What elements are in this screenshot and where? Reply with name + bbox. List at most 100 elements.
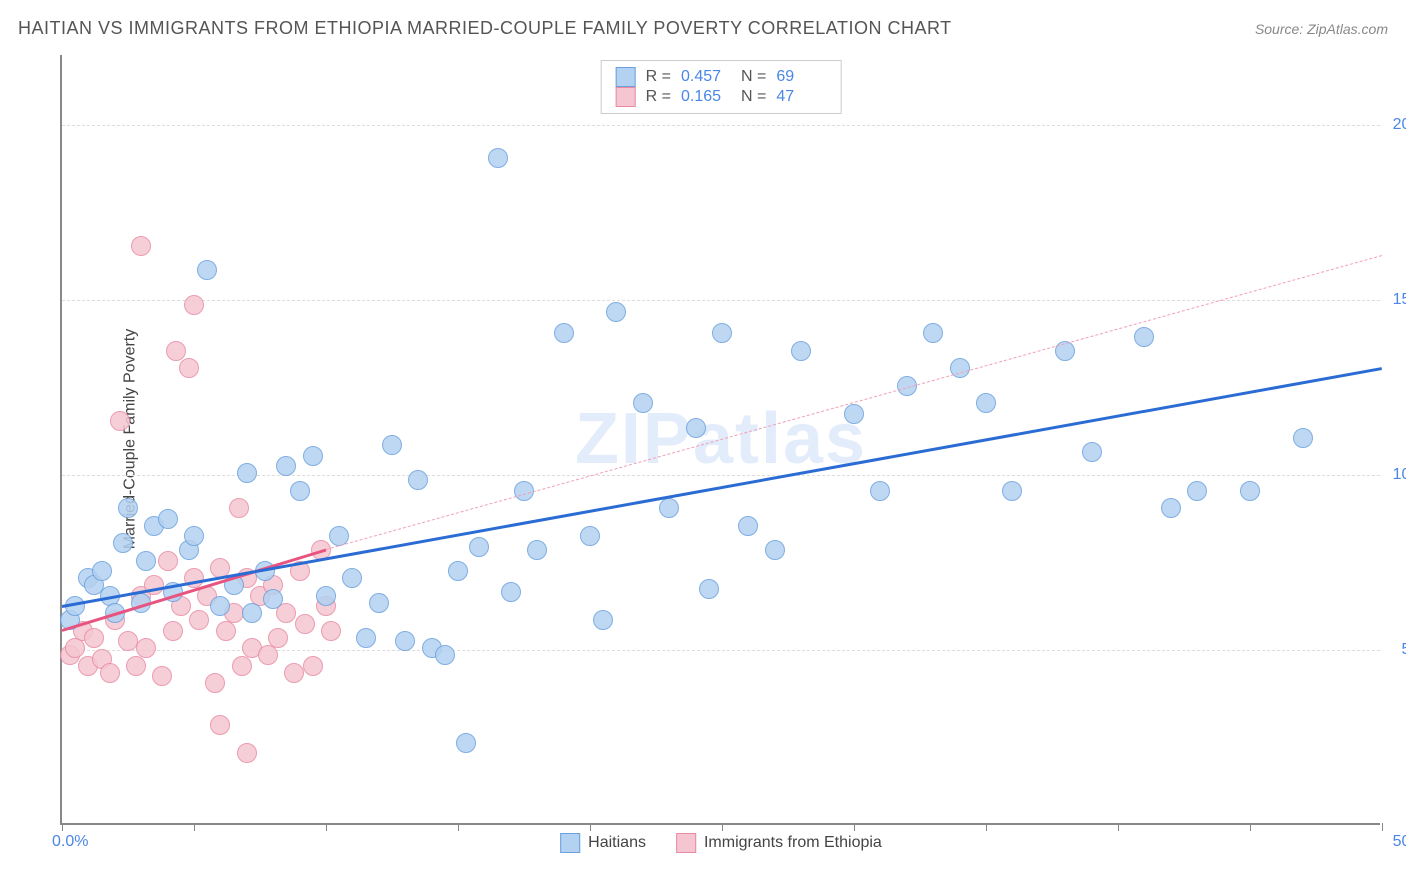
scatter-point [488,148,508,168]
scatter-point [152,666,172,686]
title-bar: HAITIAN VS IMMIGRANTS FROM ETHIOPIA MARR… [18,18,1388,39]
scatter-point [136,551,156,571]
scatter-point [284,663,304,683]
scatter-point [237,463,257,483]
scatter-point [501,582,521,602]
scatter-point [216,621,236,641]
scatter-point [189,610,209,630]
scatter-point [166,341,186,361]
x-tick [458,823,459,831]
scatter-point [84,628,104,648]
scatter-point [1240,481,1260,501]
x-tick [62,823,63,831]
legend-item-haitians: Haitians [560,833,646,853]
scatter-point [110,411,130,431]
scatter-point [210,715,230,735]
gridline [62,125,1380,126]
chart-title: HAITIAN VS IMMIGRANTS FROM ETHIOPIA MARR… [18,18,952,39]
legend-label: Haitians [588,834,646,852]
gridline [62,475,1380,476]
scatter-point [118,498,138,518]
scatter-point [1187,481,1207,501]
scatter-point [258,645,278,665]
n-value-haitians: 69 [776,68,826,86]
scatter-point [870,481,890,501]
scatter-point [659,498,679,518]
scatter-point [295,614,315,634]
source-label: Source: ZipAtlas.com [1255,21,1388,37]
scatter-point [131,236,151,256]
legend-label: Immigrants from Ethiopia [704,834,882,852]
scatter-point [92,561,112,581]
scatter-point [408,470,428,490]
x-axis-start-label: 0.0% [52,833,88,851]
scatter-point [65,638,85,658]
scatter-point [1293,428,1313,448]
r-value-ethiopia: 0.165 [681,88,731,106]
scatter-point [158,551,178,571]
scatter-point [237,743,257,763]
scatter-point [229,498,249,518]
scatter-point [469,537,489,557]
x-tick [1382,823,1383,831]
x-tick [1118,823,1119,831]
x-tick [722,823,723,831]
plot-area: Married-Couple Family Poverty ZIPatlas 0… [60,55,1380,825]
scatter-point [113,533,133,553]
scatter-point [606,302,626,322]
scatter-point [179,358,199,378]
scatter-point [118,631,138,651]
bottom-legend: Haitians Immigrants from Ethiopia [560,833,882,853]
scatter-point [210,596,230,616]
x-tick [590,823,591,831]
x-axis-end-label: 50.0% [1393,833,1406,851]
y-tick-label: 15.0% [1393,291,1406,309]
scatter-point [554,323,574,343]
scatter-point [290,481,310,501]
scatter-point [791,341,811,361]
trend-line [62,367,1383,608]
scatter-point [1134,327,1154,347]
n-label: N = [741,68,766,86]
trend-line [326,255,1382,550]
scatter-point [369,593,389,613]
scatter-point [633,393,653,413]
scatter-point [303,446,323,466]
swatch-ethiopia [676,833,696,853]
scatter-point [923,323,943,343]
stats-row-haitians: R = 0.457 N = 69 [616,67,827,87]
x-tick [986,823,987,831]
y-tick-label: 5.0% [1402,641,1406,659]
scatter-point [197,260,217,280]
r-value-haitians: 0.457 [681,68,731,86]
n-label: N = [741,88,766,106]
scatter-point [712,323,732,343]
scatter-point [448,561,468,581]
swatch-ethiopia [616,87,636,107]
scatter-point [593,610,613,630]
scatter-point [321,621,341,641]
scatter-point [242,603,262,623]
legend-item-ethiopia: Immigrants from Ethiopia [676,833,882,853]
scatter-point [382,435,402,455]
scatter-point [303,656,323,676]
x-tick [326,823,327,831]
scatter-point [232,656,252,676]
stats-legend: R = 0.457 N = 69 R = 0.165 N = 47 [601,60,842,114]
scatter-point [136,638,156,658]
swatch-haitians [616,67,636,87]
scatter-point [126,656,146,676]
x-tick [194,823,195,831]
scatter-point [342,568,362,588]
swatch-haitians [560,833,580,853]
scatter-point [263,589,283,609]
scatter-point [514,481,534,501]
r-label: R = [646,88,671,106]
scatter-point [699,579,719,599]
r-label: R = [646,68,671,86]
scatter-point [1002,481,1022,501]
scatter-point [580,526,600,546]
y-tick-label: 20.0% [1393,116,1406,134]
scatter-point [1082,442,1102,462]
stats-row-ethiopia: R = 0.165 N = 47 [616,87,827,107]
